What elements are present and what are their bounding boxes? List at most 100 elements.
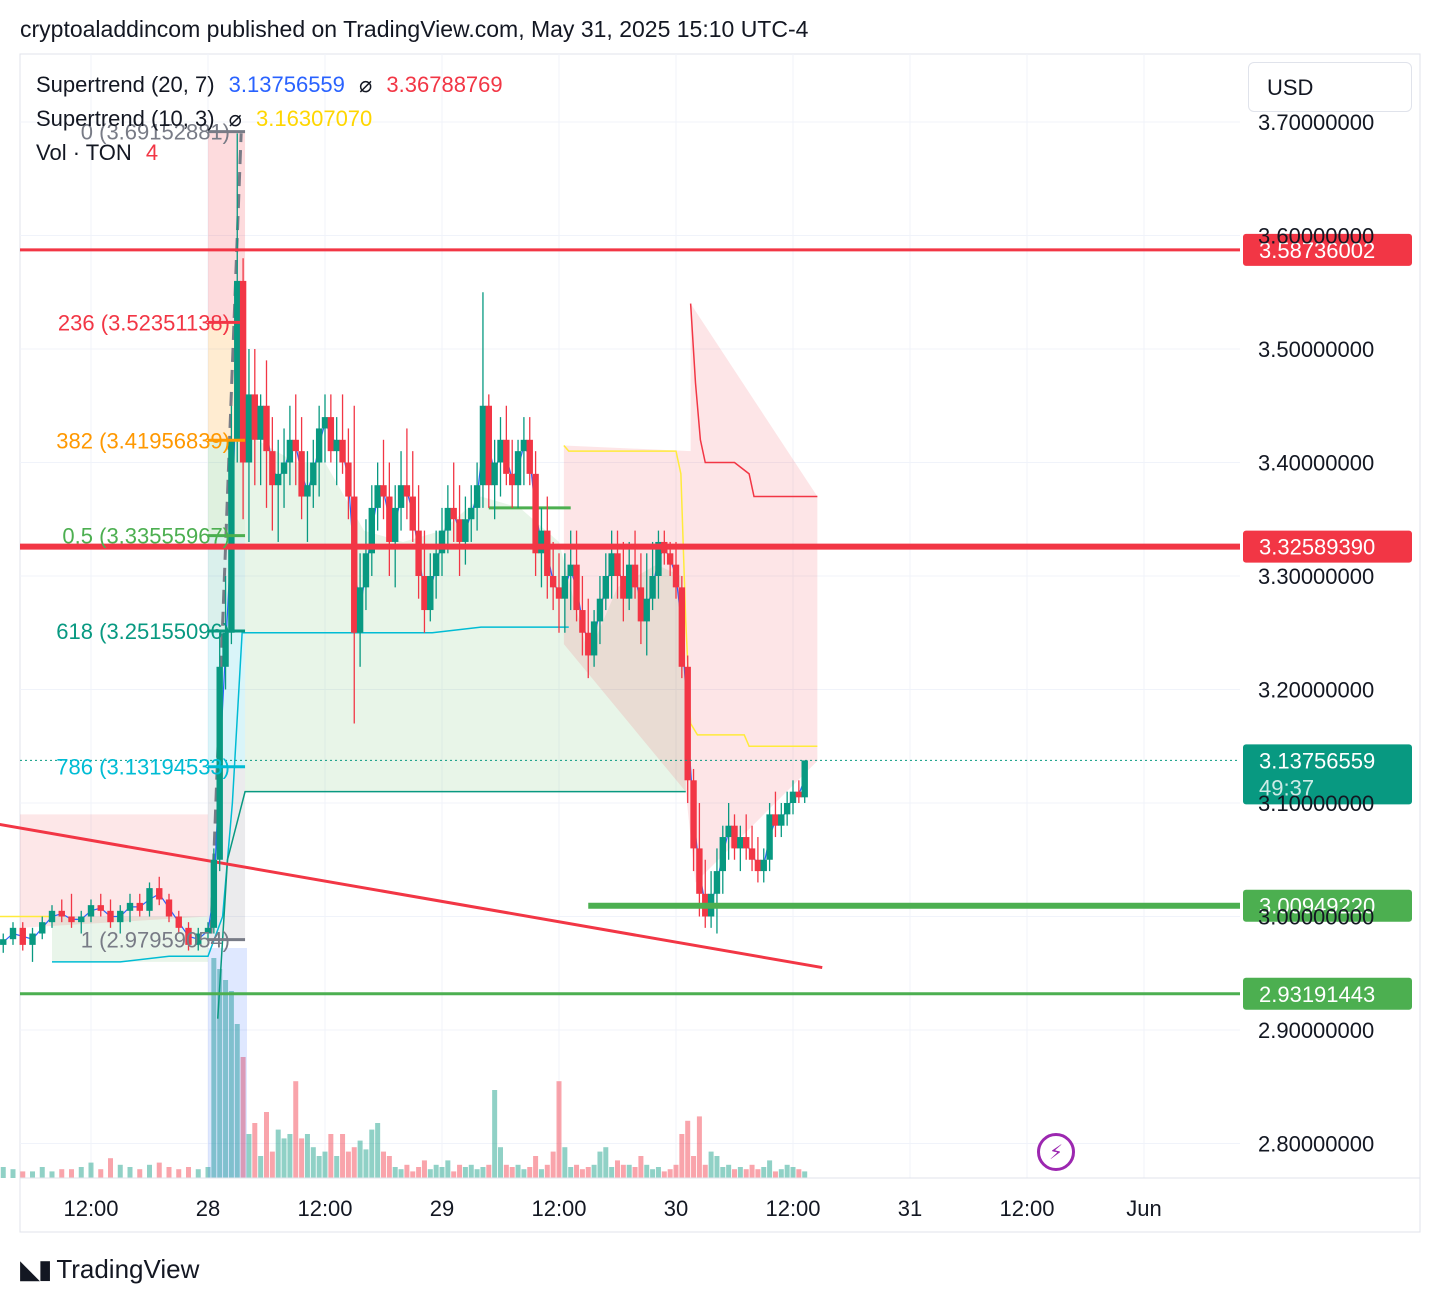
candle-body xyxy=(327,417,335,452)
volume-bar xyxy=(556,1081,562,1178)
candle-body xyxy=(432,553,440,576)
volume-bar xyxy=(246,1134,252,1178)
supertrend-down-fill xyxy=(563,303,818,883)
candle-body xyxy=(427,576,434,611)
candle-body xyxy=(672,564,680,588)
tradingview-footer[interactable]: ◣▮ TradingView xyxy=(20,1254,199,1285)
price-axis[interactable]: 3.70000000 3.60000000 3.50000000 3.40000000… xyxy=(1258,110,1374,1157)
time-tick-label: 12:00 xyxy=(999,1196,1054,1221)
volume-bar xyxy=(620,1164,626,1178)
candle-body xyxy=(783,803,791,815)
volume-bar xyxy=(679,1134,685,1178)
candle-body xyxy=(766,814,773,860)
volume-bar xyxy=(749,1164,755,1178)
price-tick-label: 3.50000000 xyxy=(1258,337,1374,362)
fibonacci-retracement[interactable]: 0 (3.69152881) 236 (3.52351138) 382 (3.419… xyxy=(56,120,246,953)
descending-trendline xyxy=(0,823,823,970)
volume-bar xyxy=(591,1164,597,1178)
price-label-text: 3.00949220 xyxy=(1259,894,1375,919)
volume-bar xyxy=(69,1169,74,1178)
candle-body xyxy=(526,439,533,474)
volume-bar xyxy=(264,1112,269,1178)
candle-body xyxy=(392,507,399,542)
volume-bar xyxy=(498,1147,503,1178)
candle-body xyxy=(239,280,247,463)
candle-body xyxy=(760,859,767,872)
candle-body xyxy=(315,428,323,463)
volume-bar xyxy=(217,969,223,1178)
candle-body xyxy=(473,485,481,508)
candle-body xyxy=(257,405,264,440)
candle-body xyxy=(421,576,428,611)
candle-body xyxy=(9,927,17,940)
publisher-header: cryptoaladdincom published on TradingVie… xyxy=(20,16,809,42)
candle-body xyxy=(713,871,721,894)
currency-button[interactable]: USD xyxy=(1248,62,1412,112)
legend-supertrend-20-7[interactable]: Supertrend (20, 7) 3.13756559 ⌀ 3.367887… xyxy=(36,72,511,98)
candle-body xyxy=(380,485,387,497)
volume-bar xyxy=(451,1171,457,1178)
candle-body xyxy=(216,666,223,860)
volume-bar xyxy=(421,1160,427,1178)
volume-bar xyxy=(562,1147,568,1178)
volume-bar xyxy=(574,1164,580,1178)
candle-body xyxy=(397,485,405,508)
volume-bar xyxy=(755,1169,761,1178)
volume-highlight xyxy=(208,948,247,1178)
candle-body xyxy=(415,530,422,576)
candle-body xyxy=(596,598,604,622)
candle-body xyxy=(567,564,574,576)
candle-body xyxy=(795,791,803,798)
horizontal-levels[interactable]: 3.58736002 3.32589390 3.00949220 2.93191443… xyxy=(20,233,1412,1010)
volume-bar xyxy=(316,1156,322,1178)
candle-body xyxy=(754,859,762,872)
volume-bar xyxy=(527,1167,533,1178)
volume-bar xyxy=(784,1164,790,1178)
candle-body xyxy=(356,587,364,633)
time-tick-label: 12:00 xyxy=(765,1196,820,1221)
price-tick-label: 3.40000000 xyxy=(1258,451,1374,476)
candle-body xyxy=(514,451,522,486)
volume-bar xyxy=(334,1156,340,1178)
legend-label: Vol · TON xyxy=(36,140,132,165)
candle-body xyxy=(210,859,218,928)
candle-body xyxy=(362,553,370,588)
candle-body xyxy=(403,485,411,497)
volume-bar xyxy=(732,1169,737,1178)
volume-bar xyxy=(474,1169,480,1178)
volume-bar xyxy=(667,1169,673,1178)
candle-body xyxy=(631,564,639,588)
candle-body xyxy=(544,530,551,576)
volume-bar xyxy=(439,1167,445,1178)
volume-bar xyxy=(585,1167,591,1178)
candle-body xyxy=(696,848,703,894)
volume-bar xyxy=(322,1151,328,1178)
fib-level-label: 786 (3.13194533) xyxy=(56,755,230,780)
volume-bar xyxy=(433,1164,439,1178)
legend-volume[interactable]: Vol · TON 4 xyxy=(36,140,166,166)
candle-body xyxy=(456,519,463,542)
volume-bar xyxy=(410,1171,416,1178)
lightning-icon[interactable]: ⚡ xyxy=(1037,1133,1075,1171)
volume-bar xyxy=(375,1123,381,1178)
volume-bar xyxy=(509,1167,515,1178)
volume-bar xyxy=(702,1164,708,1178)
price-tick-label: 3.10000000 xyxy=(1258,791,1374,816)
volume-bar xyxy=(398,1169,404,1178)
volume-bar xyxy=(445,1160,451,1178)
volume-bar xyxy=(228,991,234,1178)
price-label-text: 3.32589390 xyxy=(1259,535,1375,560)
volume-bar xyxy=(117,1164,123,1178)
candle-body xyxy=(748,848,756,860)
candle-body xyxy=(573,564,580,611)
time-axis[interactable]: 12:00 28 12:00 29 12:00 30 12:00 31 12:00 Jun xyxy=(20,1177,1420,1221)
fib-level-label: 618 (3.25155096) xyxy=(56,619,230,644)
legend-supertrend-10-3[interactable]: Supertrend (10, 3) ⌀ 3.16307070 xyxy=(36,106,380,132)
candle-body xyxy=(743,837,750,849)
candle-body xyxy=(772,814,779,826)
candle-body xyxy=(485,405,492,486)
volume-bar xyxy=(258,1156,264,1178)
volume-bar xyxy=(772,1171,778,1178)
candle-body xyxy=(637,587,645,622)
